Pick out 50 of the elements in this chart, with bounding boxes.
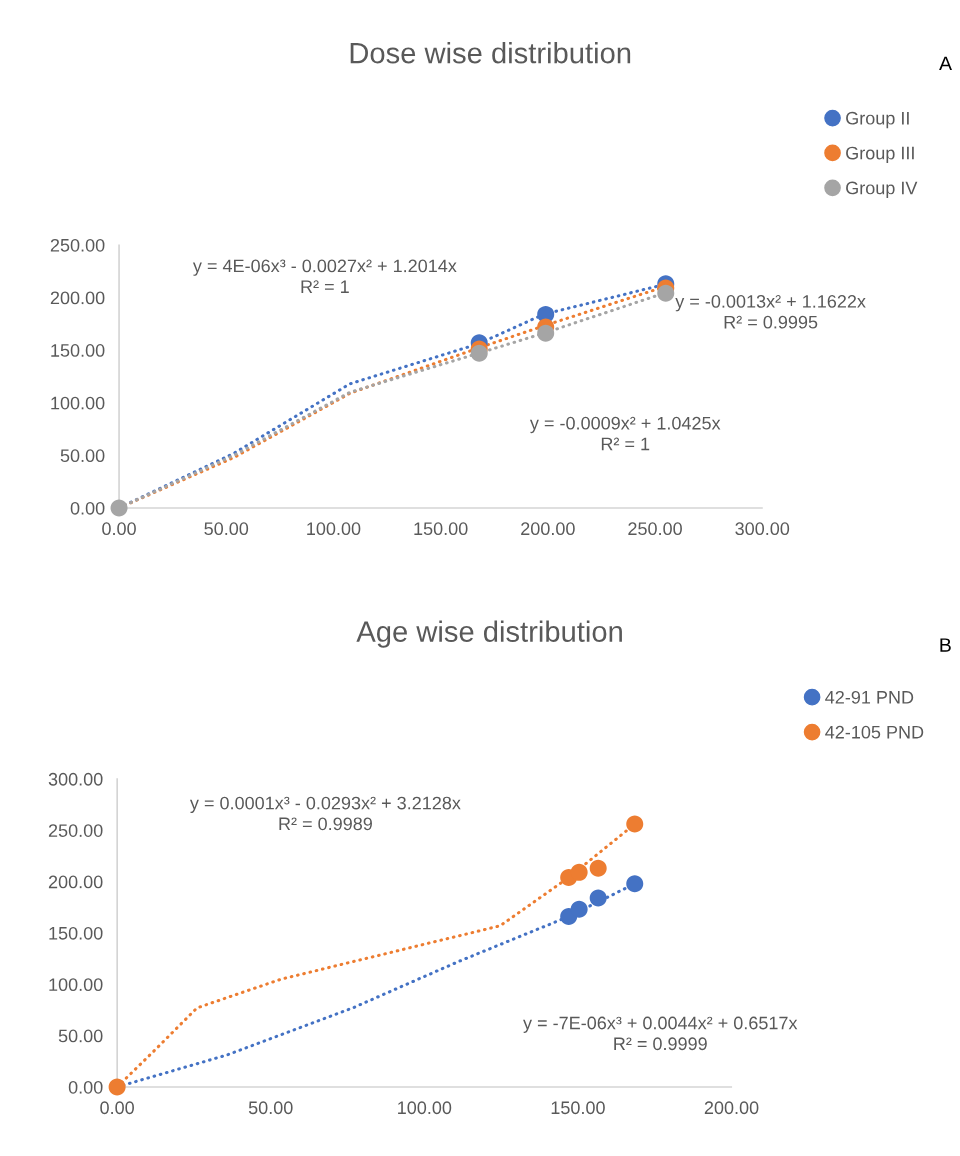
point	[657, 284, 675, 302]
legend-label: Group II	[846, 111, 909, 129]
y-tick-label: 100.00	[49, 978, 103, 992]
point	[537, 324, 555, 342]
annotation: y = -0.0009x² + 1.0425x R² = 1	[529, 416, 721, 451]
annotation: y = -7E-06x³ + 0.0044x² + 0.6517x R² = 0.9999	[523, 1016, 798, 1051]
y-tick-label: 0.00	[68, 1080, 103, 1094]
annotation: y = -0.0013x² + 1.1622x R² = 0.9995	[675, 295, 866, 329]
x-tick-label: 150.00	[414, 522, 468, 536]
x-tick-label: 200.00	[704, 1101, 759, 1115]
x-tick-label: 250.00	[628, 522, 682, 536]
x-tick-label: 300.00	[735, 522, 790, 536]
text: A	[939, 56, 952, 71]
point	[110, 499, 128, 517]
legend-label: 42-105 PND	[825, 725, 924, 739]
x-tick-label: 50.00	[248, 1101, 293, 1115]
y-tick-label: 50.00	[60, 449, 105, 463]
legend-label: Group IV	[846, 181, 918, 198]
point	[589, 889, 607, 907]
y-tick-label: 0.00	[70, 501, 105, 515]
y-tick-label: 150.00	[49, 926, 103, 940]
annotation: y = 4E-06x³ - 0.0027x² + 1.2014x R² = 1	[192, 259, 457, 293]
annotation: y = 0.0001x³ - 0.0293x² + 3.2128x R² = 0.9989	[189, 796, 461, 831]
point	[570, 900, 588, 918]
y-tick-label: 200.00	[48, 875, 103, 889]
chart-title: Age wise distribution	[356, 620, 622, 648]
y-tick-label: 50.00	[58, 1029, 103, 1043]
point	[570, 863, 588, 881]
chart-title: Dose wise distribution	[350, 42, 631, 64]
y-tick-label: 150.00	[51, 344, 105, 357]
text: B	[940, 638, 951, 652]
x-tick-label: 100.00	[307, 522, 361, 536]
x-tick-label: 100.00	[398, 1101, 452, 1115]
legend-label: 42-91 PND	[825, 690, 914, 704]
point	[470, 344, 488, 362]
legend-label: Group III	[846, 146, 914, 164]
y-tick-label: 100.00	[51, 396, 105, 410]
point	[626, 815, 644, 833]
point	[108, 1078, 126, 1096]
x-tick-label: 50.00	[204, 522, 249, 536]
y-tick-label: 300.00	[48, 772, 103, 786]
point	[626, 875, 644, 893]
x-tick-label: 0.00	[100, 1101, 134, 1115]
x-tick-label: 200.00	[521, 522, 575, 536]
x-tick-label: 150.00	[551, 1101, 605, 1115]
y-tick-label: 200.00	[50, 291, 105, 305]
y-tick-label: 250.00	[50, 238, 105, 252]
x-tick-label: 0.00	[102, 522, 136, 536]
point	[589, 859, 607, 877]
y-tick-label: 250.00	[48, 824, 103, 837]
